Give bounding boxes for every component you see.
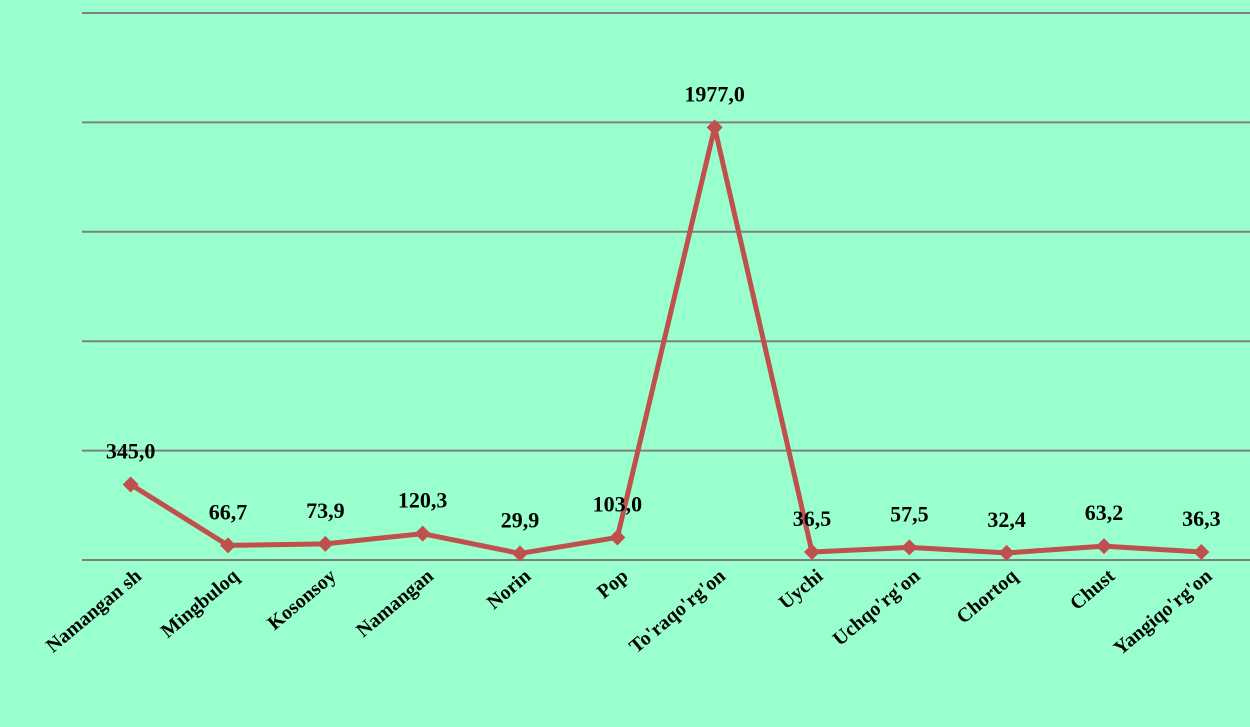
- data-point-marker: [706, 119, 723, 136]
- data-label: 32,4: [987, 507, 1026, 532]
- series-line-group: [129, 124, 1202, 556]
- data-label: 36,3: [1182, 506, 1221, 531]
- x-tick-label: Namangan: [352, 565, 438, 642]
- x-tick-label: Chortoq: [952, 565, 1021, 628]
- data-label: 345,0: [106, 439, 156, 464]
- data-label: 29,9: [501, 507, 540, 532]
- data-point-marker: [1193, 544, 1210, 561]
- x-tick-label: Uychi: [775, 565, 828, 614]
- data-point-marker: [317, 535, 334, 552]
- data-label: 36,5: [793, 506, 832, 531]
- data-label: 73,9: [306, 498, 345, 523]
- x-tick-label: Mingbuloq: [157, 565, 244, 643]
- data-point-marker: [998, 544, 1015, 561]
- x-tick-label: Norin: [483, 565, 535, 614]
- data-label: 120,3: [398, 488, 448, 513]
- data-point-marker: [609, 529, 626, 546]
- data-label: 1977,0: [684, 81, 745, 106]
- x-tick-label: Yangiqo'rg'on: [1110, 565, 1217, 660]
- x-tick-label: Kosonsoy: [263, 565, 340, 635]
- data-point-marker: [220, 537, 236, 554]
- x-tick-label: Uchqo'rg'on: [829, 565, 925, 650]
- data-point-marker: [414, 525, 431, 542]
- data-label-group: 345,0 66,7 73,9 120,3 29,9 103,0 1977,0 36,5 57,…: [106, 81, 1221, 532]
- data-label: 63,2: [1085, 500, 1124, 525]
- marker-group: [122, 119, 1210, 562]
- data-point-marker: [1096, 538, 1112, 555]
- data-point-marker: [512, 545, 528, 562]
- gridlines: [82, 12, 1250, 561]
- x-tick-label-group: Namangan sh Mingbuloq Kosonsoy Namangan Nori…: [42, 565, 1217, 660]
- x-tick-label: Chust: [1066, 565, 1120, 615]
- data-point-marker: [122, 476, 139, 493]
- series-line: [129, 124, 1202, 556]
- x-tick-label: Namangan sh: [42, 565, 146, 657]
- data-point-marker: [901, 539, 918, 556]
- x-tick-label: To'raqo'rg'on: [625, 565, 730, 658]
- data-label: 66,7: [209, 499, 248, 524]
- data-point-marker: [804, 544, 820, 561]
- x-tick-label: Pop: [593, 565, 633, 603]
- data-label: 57,5: [890, 501, 929, 526]
- data-label: 103,0: [593, 491, 643, 516]
